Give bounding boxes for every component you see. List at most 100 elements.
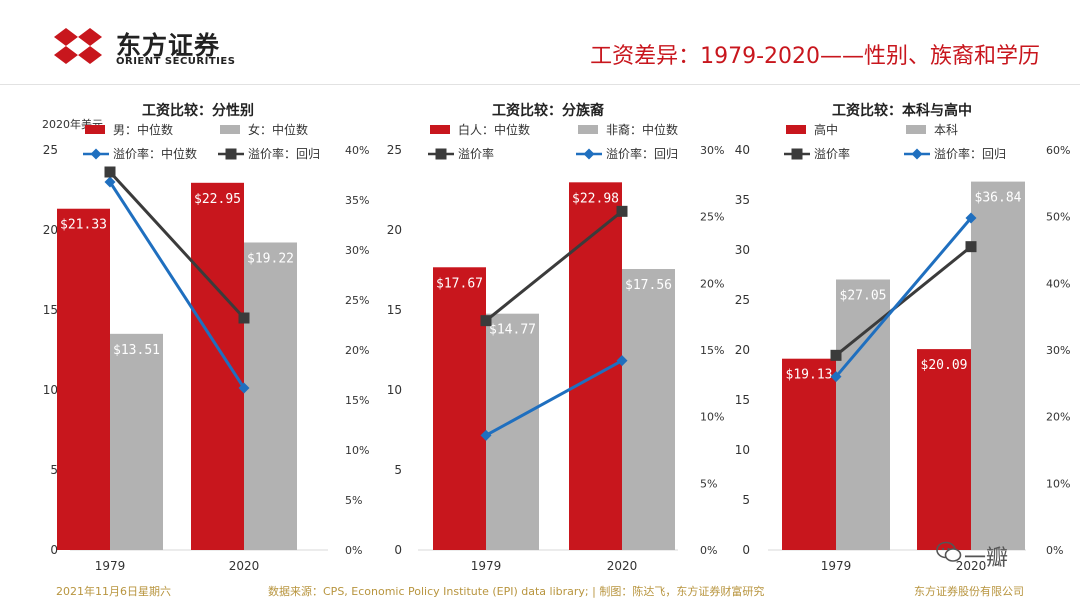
c3-y-tick: 5 bbox=[742, 493, 750, 507]
c2-line-point bbox=[480, 429, 492, 441]
c3-line-point bbox=[965, 241, 977, 253]
c1-line-point bbox=[104, 166, 116, 178]
c1-bar-s1-2020 bbox=[191, 182, 244, 551]
c3-y-tick: 10 bbox=[735, 443, 750, 457]
c2-bar-label: $17.67 bbox=[436, 276, 483, 291]
c2-y-tick: 5 bbox=[394, 463, 402, 477]
c3-legend-swatch bbox=[786, 125, 806, 134]
c3-y2-tick: 50% bbox=[1046, 211, 1070, 224]
c3-line-point bbox=[830, 371, 842, 383]
footer-date: 2021年11月6日星期六 bbox=[56, 585, 171, 598]
c2-line-s2 bbox=[485, 359, 623, 437]
c2-y-tick: 15 bbox=[387, 303, 402, 317]
c1-bar-label: $21.33 bbox=[60, 218, 107, 233]
c3-bar-s2-2020 bbox=[971, 181, 1025, 550]
c3-bar-s1-1979 bbox=[782, 358, 836, 550]
c1-y-tick: 0 bbox=[50, 543, 58, 557]
c1-legend-label: 女：中位数 bbox=[248, 122, 308, 137]
company-logo[interactable]: 东方证券 ORIENT SECURITIES bbox=[52, 26, 262, 70]
c3-line-s2 bbox=[834, 217, 973, 378]
wechat-icon bbox=[936, 541, 962, 562]
logo-text-en: ORIENT SECURITIES bbox=[116, 56, 236, 67]
c1-y-tick: 25 bbox=[43, 143, 58, 157]
c2-bar-label: $14.77 bbox=[489, 323, 536, 338]
logo-mark-icon bbox=[54, 28, 102, 64]
title-divider bbox=[0, 84, 1080, 85]
c1-legend-label: 溢价率：中位数 bbox=[113, 146, 197, 161]
c3-bar-label: $36.84 bbox=[975, 191, 1022, 206]
c3-y2-tick: 10% bbox=[1046, 477, 1070, 490]
c3-y-tick: 25 bbox=[735, 293, 750, 307]
c1-y2-tick: 15% bbox=[345, 394, 369, 407]
c2-legend-swatch bbox=[578, 125, 598, 134]
c2-legend-label: 溢价率：回归 bbox=[606, 146, 678, 161]
c1-line-point bbox=[238, 312, 250, 324]
c1-line-point bbox=[238, 382, 250, 394]
c3-y-tick: 40 bbox=[735, 143, 750, 157]
c1-bar-label: $13.51 bbox=[113, 343, 160, 358]
watermark-text: 一瓣 bbox=[964, 546, 1009, 571]
c1-y2-tick: 25% bbox=[345, 294, 369, 307]
c3-y-tick: 30 bbox=[735, 243, 750, 257]
c2-legend-marker bbox=[583, 148, 595, 160]
c1-y2-tick: 10% bbox=[345, 444, 369, 457]
c1-title: 工资比较：分性别 bbox=[142, 102, 254, 119]
c2-line-s1 bbox=[485, 210, 623, 322]
logo-text-cn: 东方证券 bbox=[116, 31, 221, 60]
c3-bar-s1-2020 bbox=[917, 349, 971, 550]
c3-line-s1 bbox=[835, 245, 972, 357]
c3-legend-label: 溢价率：回归 bbox=[934, 146, 1006, 161]
c1-x-tick: 1979 bbox=[95, 559, 126, 573]
c1-line-point bbox=[104, 176, 116, 188]
c2-y2-tick: 25% bbox=[700, 211, 724, 224]
c2-y2-tick: 20% bbox=[700, 277, 724, 290]
footer-source: 数据来源：CPS, Economic Policy Institute (EPI… bbox=[268, 585, 765, 598]
c3-x-tick: 1979 bbox=[821, 559, 852, 573]
c1-bar-label: $22.95 bbox=[194, 192, 241, 207]
c1-legend-swatch bbox=[85, 125, 105, 134]
c1-y-tick: 10 bbox=[43, 383, 58, 397]
c2-legend-label: 白人：中位数 bbox=[458, 122, 530, 137]
c2-title: 工资比较：分族裔 bbox=[492, 102, 604, 119]
c2-legend-label: 非裔：中位数 bbox=[606, 122, 678, 137]
c2-bar-label: $22.98 bbox=[572, 191, 619, 206]
c3-bar-label: $27.05 bbox=[840, 289, 887, 304]
c1-bar-label: $19.22 bbox=[247, 251, 294, 266]
c3-legend-label: 高中 bbox=[814, 122, 838, 137]
c3-legend-label: 溢价率 bbox=[814, 146, 850, 161]
c3-legend-marker bbox=[791, 148, 803, 160]
c3-bar-label: $19.13 bbox=[786, 368, 833, 383]
c2-line-point bbox=[480, 315, 492, 327]
c2-y-tick: 0 bbox=[394, 543, 402, 557]
c1-y2-tick: 20% bbox=[345, 344, 369, 357]
c3-legend-swatch bbox=[906, 125, 926, 134]
c3-bar-label: $20.09 bbox=[921, 358, 968, 373]
c1-y2-tick: 35% bbox=[345, 194, 369, 207]
c1-line-s2 bbox=[108, 170, 246, 320]
c2-y-tick: 20 bbox=[387, 223, 402, 237]
c1-y-tick: 15 bbox=[43, 303, 58, 317]
c2-y2-tick: 10% bbox=[700, 411, 724, 424]
c3-y2-tick: 40% bbox=[1046, 277, 1070, 290]
c1-legend-swatch bbox=[220, 125, 240, 134]
c1-y-tick: 5 bbox=[50, 463, 58, 477]
c2-bar-s2-2020 bbox=[622, 269, 675, 550]
c3-x-tick: 2020 bbox=[956, 559, 987, 573]
c2-y-tick: 25 bbox=[387, 143, 402, 157]
c1-x-tick: 2020 bbox=[229, 559, 260, 573]
c1-bar-s2-2020 bbox=[244, 242, 297, 551]
c2-legend-label: 溢价率 bbox=[458, 146, 494, 161]
c3-title: 工资比较：本科与高中 bbox=[832, 102, 972, 119]
c1-y2-tick: 30% bbox=[345, 244, 369, 257]
c1-y2-tick: 5% bbox=[345, 494, 362, 507]
c2-y2-tick: 15% bbox=[700, 344, 724, 357]
c3-y-tick: 20 bbox=[735, 343, 750, 357]
c3-y2-tick: 20% bbox=[1046, 411, 1070, 424]
c2-y2-tick: 0% bbox=[700, 544, 717, 557]
c1-legend-label: 男：中位数 bbox=[113, 122, 173, 137]
c2-y2-tick: 30% bbox=[700, 144, 724, 157]
c3-y2-tick: 0% bbox=[1046, 544, 1063, 557]
c2-legend-marker bbox=[435, 148, 447, 160]
c2-line-point bbox=[616, 355, 628, 367]
